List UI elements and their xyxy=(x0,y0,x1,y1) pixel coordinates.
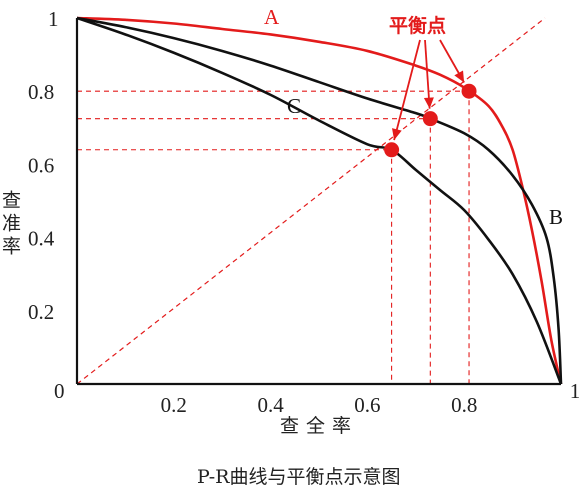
y-tick-label: 0.8 xyxy=(28,80,54,104)
guide-lines xyxy=(77,90,470,384)
break-even-point-A xyxy=(461,83,477,99)
x-tick-label: 0.8 xyxy=(451,393,477,417)
x-axis-label: 查全率 xyxy=(280,415,358,437)
x-tick-label: 0.4 xyxy=(257,393,284,417)
break-even-arrows xyxy=(392,39,465,141)
x-tick-label: 0.2 xyxy=(161,393,187,417)
y-tick-label: 0.2 xyxy=(28,300,54,324)
curve-label-A: A xyxy=(264,5,280,29)
y-tick-label: 1 xyxy=(48,7,59,31)
break-even-points xyxy=(384,83,477,158)
chart-caption: P-R曲线与平衡点示意图 xyxy=(197,466,400,488)
curve-A xyxy=(76,16,563,385)
arrow-to-B xyxy=(423,39,434,109)
curve-B xyxy=(76,16,563,385)
curve-label-C: C xyxy=(287,94,301,118)
axes xyxy=(75,18,561,386)
tick-labels: 0.2 0.4 0.6 0.8 1 1 0.8 0.6 0.4 0.2 xyxy=(28,7,580,417)
y-tick-label: 0.4 xyxy=(28,227,55,251)
x-tick-label: 0.6 xyxy=(354,393,380,417)
y-axis-label: 查准率 xyxy=(0,190,21,259)
curves xyxy=(76,16,563,385)
origin-label: 0 xyxy=(54,379,65,403)
break-even-point-C xyxy=(384,142,400,158)
arrow-to-A xyxy=(439,39,465,83)
break-even-label: 平衡点 xyxy=(389,14,446,37)
break-even-diagonal xyxy=(76,17,546,385)
curve-label-B: B xyxy=(549,205,563,229)
curve-C xyxy=(76,16,563,385)
arrow-to-C xyxy=(392,39,421,141)
x-tick-label: 1 xyxy=(570,379,581,403)
break-even-point-B xyxy=(422,111,438,127)
y-tick-label: 0.6 xyxy=(28,153,54,177)
